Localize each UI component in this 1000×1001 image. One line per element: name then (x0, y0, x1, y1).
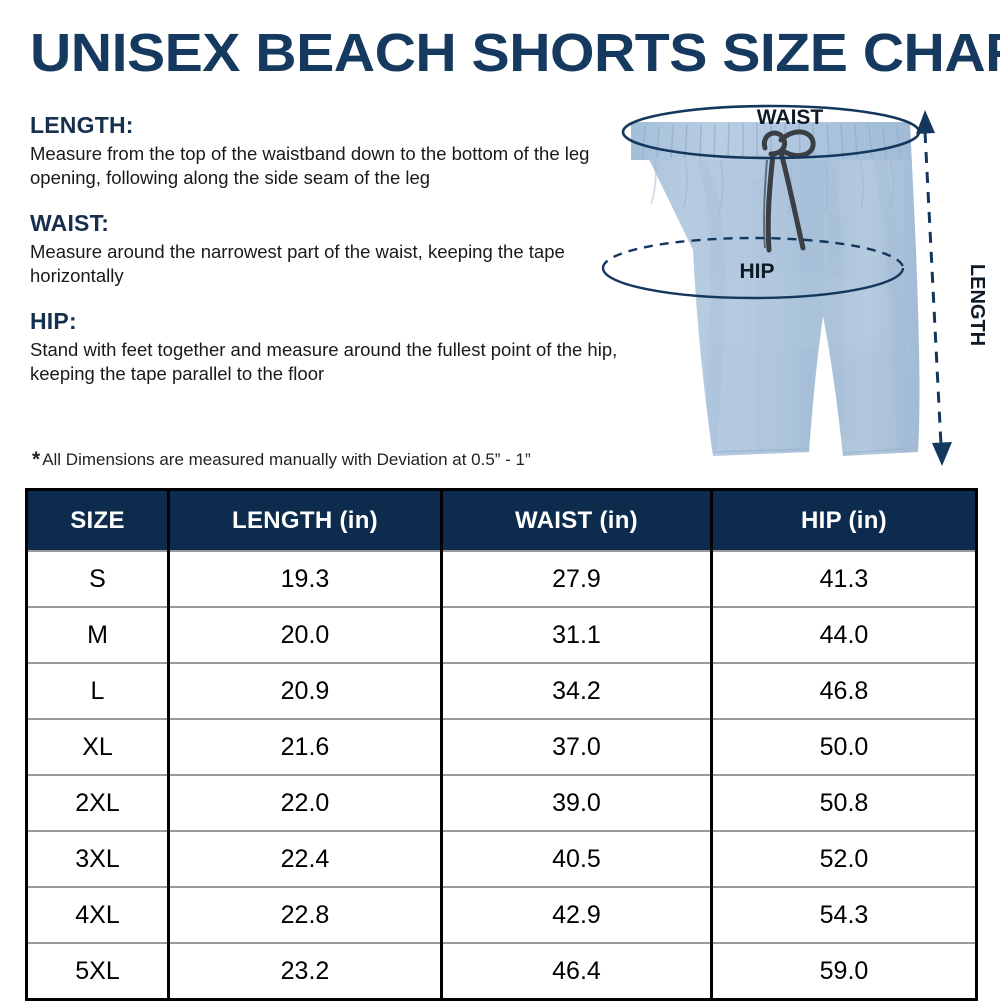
deviation-note-text: All Dimensions are measured manually wit… (42, 450, 531, 469)
cell-hip: 46.8 (711, 662, 977, 719)
table-row: 2XL 22.0 39.0 50.8 (26, 774, 977, 831)
hip-label: HIP (739, 260, 774, 283)
cell-hip: 52.0 (711, 830, 977, 887)
table-row: L 20.9 34.2 46.8 (26, 662, 977, 719)
cell-waist: 37.0 (441, 718, 713, 775)
cell-size: 2XL (26, 774, 170, 831)
cell-length: 22.4 (168, 830, 443, 887)
asterisk-icon: * (32, 448, 41, 471)
cell-hip: 50.0 (711, 718, 977, 775)
size-table: SIZE LENGTH (in) WAIST (in) HIP (in) S 1… (25, 488, 978, 1001)
cell-size: L (26, 662, 170, 719)
table-row: XL 21.6 37.0 50.0 (26, 718, 977, 775)
cell-length: 19.3 (168, 550, 443, 607)
cell-waist: 40.5 (441, 830, 713, 887)
instruction-hip-heading: HIP: (30, 307, 77, 334)
column-header-waist: WAIST (in) (441, 489, 713, 551)
table-row: 5XL 23.2 46.4 59.0 (26, 942, 977, 1000)
cell-length: 20.0 (168, 606, 443, 663)
table-row: 3XL 22.4 40.5 52.0 (26, 830, 977, 887)
column-header-length: LENGTH (in) (168, 489, 443, 551)
table-row: 4XL 22.8 42.9 54.3 (26, 886, 977, 943)
cell-size: S (26, 550, 170, 607)
instruction-waist-heading: WAIST: (30, 209, 110, 236)
drawstring-icon (761, 129, 816, 253)
cell-waist: 34.2 (441, 662, 713, 719)
hip-measure-ellipse (601, 236, 905, 300)
cell-size: XL (26, 718, 170, 775)
instruction-hip: HIP: Stand with feet together and measur… (30, 308, 630, 387)
cell-length: 22.8 (168, 886, 443, 943)
cell-size: 3XL (26, 830, 170, 887)
cell-length: 20.9 (168, 662, 443, 719)
cell-hip: 54.3 (711, 886, 977, 943)
cell-length: 23.2 (168, 942, 443, 1000)
cell-waist: 46.4 (441, 942, 713, 1000)
deviation-note: * All Dimensions are measured manually wi… (32, 448, 531, 472)
instruction-length: LENGTH: Measure from the top of the wais… (30, 112, 630, 191)
measurement-instructions: LENGTH: Measure from the top of the wais… (30, 112, 630, 405)
table-row: S 19.3 27.9 41.3 (26, 550, 977, 607)
shorts-illustration: WAIST HIP LENGTH (585, 100, 1000, 480)
cell-size: 5XL (26, 942, 170, 1000)
column-header-size: SIZE (26, 489, 170, 551)
cell-size: 4XL (26, 886, 170, 943)
column-header-hip: HIP (in) (711, 489, 977, 551)
length-measure-arrow (916, 110, 952, 466)
page-title: UNISEX BEACH SHORTS SIZE CHART (30, 23, 1000, 83)
table-row: M 20.0 31.1 44.0 (26, 606, 977, 663)
cell-waist: 42.9 (441, 886, 713, 943)
cell-length: 22.0 (168, 774, 443, 831)
cell-size: M (26, 606, 170, 663)
cell-waist: 39.0 (441, 774, 713, 831)
cell-hip: 41.3 (711, 550, 977, 607)
cell-hip: 59.0 (711, 942, 977, 1000)
cell-hip: 50.8 (711, 774, 977, 831)
cell-hip: 44.0 (711, 606, 977, 663)
instruction-waist-text: Measure around the narrowest part of the… (30, 240, 565, 287)
instruction-hip-text: Stand with feet together and measure aro… (30, 338, 618, 385)
instruction-length-text: Measure from the top of the waistband do… (30, 143, 590, 189)
instruction-length-heading: LENGTH: (30, 112, 134, 138)
cell-waist: 27.9 (441, 550, 713, 607)
cell-length: 21.6 (168, 718, 443, 775)
waist-label: WAIST (757, 106, 824, 129)
cell-waist: 31.1 (441, 606, 713, 663)
length-label: LENGTH (966, 264, 988, 346)
table-header-row: SIZE LENGTH (in) WAIST (in) HIP (in) (26, 489, 977, 551)
instruction-waist: WAIST: Measure around the narrowest part… (30, 210, 630, 289)
